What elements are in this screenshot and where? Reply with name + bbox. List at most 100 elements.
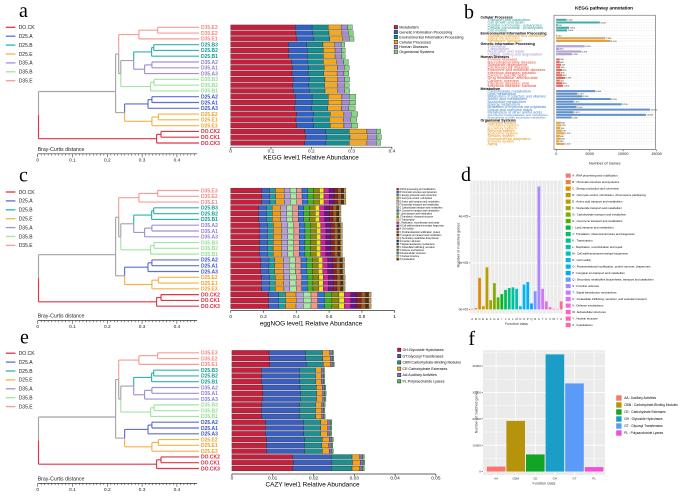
svg-text:B: B [475, 317, 477, 321]
svg-text:0.1: 0.1 [69, 487, 76, 493]
svg-text:PL : Polysaccharide Lyases: PL : Polysaccharide Lyases [624, 431, 663, 435]
svg-text:0: 0 [36, 487, 39, 493]
svg-text:DO.CK1: DO.CK1 [201, 298, 220, 304]
svg-text:20000: 20000 [472, 417, 481, 421]
svg-text:0.4: 0.4 [174, 487, 181, 493]
svg-text:L : Replication, recombination: L : Replication, recombination and repai… [572, 245, 622, 249]
svg-text:1,000: 1,000 [564, 86, 570, 88]
svg-text:Endocrine system: Endocrine system [488, 132, 518, 136]
svg-text:Q Secondary metabolites biosyn: Q Secondary metabolites biosynthesis [400, 237, 440, 240]
svg-text:D25.E3: D25.E3 [201, 123, 218, 129]
svg-text:CBM: CBM [512, 477, 519, 481]
svg-text:700: 700 [562, 65, 566, 67]
svg-text:D35.A1: D35.A1 [201, 66, 218, 72]
svg-text:Cellular Processes: Cellular Processes [481, 16, 513, 20]
svg-text:D25.E2: D25.E2 [201, 275, 218, 281]
svg-text:T: T [542, 317, 544, 321]
svg-text:D25.E2: D25.E2 [201, 437, 218, 443]
svg-text:640: 640 [561, 138, 565, 140]
svg-text:I: I [501, 317, 502, 321]
svg-text:L: L [512, 317, 514, 321]
svg-text:0.2: 0.2 [104, 324, 111, 330]
svg-text:GH:Glycoside Hydrolases: GH:Glycoside Hydrolases [403, 348, 444, 352]
svg-text:DO.CK3: DO.CK3 [201, 466, 220, 472]
svg-text:D25.A2: D25.A2 [201, 258, 218, 264]
svg-text:D: D [482, 317, 484, 321]
svg-text:0.3: 0.3 [139, 157, 146, 163]
svg-text:Circulatory system: Circulatory system [488, 124, 519, 128]
svg-text:D : Cell cycle control, cell d: D : Cell cycle control, cell division, c… [572, 193, 646, 197]
svg-text:Environmental adaptation: Environmental adaptation [488, 137, 531, 141]
svg-text:E : Amino acid transport and m: E : Amino acid transport and metabolism [572, 200, 623, 204]
svg-text:Y Nuclear structure: Y Nuclear structure [400, 255, 420, 258]
svg-text:Infectious diseases: bacterial: Infectious diseases: bacterial [488, 84, 537, 88]
svg-text:H : Coenzyme transport and met: H : Coenzyme transport and metabolism [572, 219, 623, 223]
svg-text:d: d [461, 164, 471, 186]
svg-text:0.3: 0.3 [348, 149, 355, 155]
svg-text:D35.B1: D35.B1 [201, 252, 218, 258]
svg-text:V : Defense mechanisms: V : Defense mechanisms [572, 304, 604, 308]
svg-text:Digestive system: Digestive system [488, 121, 517, 125]
svg-text:CBM : Carbohydrate-Binding Mod: CBM : Carbohydrate-Binding Modules [624, 403, 678, 407]
svg-text:O : Posttranslational modifica: O : Posttranslational modification, prot… [572, 265, 651, 269]
svg-text:Q: Q [530, 317, 533, 321]
svg-text:10000: 10000 [472, 443, 481, 447]
svg-text:8,130: 8,130 [611, 99, 617, 101]
svg-text:Excretory system: Excretory system [488, 126, 517, 130]
svg-text:1,220: 1,220 [565, 144, 571, 146]
svg-text:Genetic Information Processing: Genetic Information Processing [481, 42, 535, 46]
svg-text:D35.B2: D35.B2 [201, 246, 218, 252]
svg-text:D25.E: D25.E [19, 217, 34, 223]
svg-text:550: 550 [561, 128, 565, 130]
svg-text:D25.E3: D25.E3 [201, 449, 218, 455]
svg-text:430: 430 [560, 141, 564, 143]
svg-text:GT:Glycosyl Transferases: GT:Glycosyl Transferases [403, 354, 444, 358]
svg-text:Substance dependence: Substance dependence [488, 63, 528, 67]
svg-text:0.8: 0.8 [359, 314, 366, 320]
svg-text:O: O [523, 317, 526, 321]
svg-text:e: e [20, 327, 29, 349]
svg-text:490: 490 [560, 136, 564, 138]
svg-text:a: a [19, 0, 28, 22]
svg-text:D25.A: D25.A [19, 199, 34, 205]
svg-text:DO.CK: DO.CK [19, 190, 36, 196]
svg-text:D25.B1: D25.B1 [201, 54, 218, 60]
svg-text:D35.E3: D35.E3 [201, 188, 218, 194]
svg-text:Sensory system: Sensory system [488, 134, 515, 138]
svg-text:DO.CK2: DO.CK2 [201, 129, 220, 135]
svg-text:Metabolism of terpenoids and p: Metabolism of terpenoids and polyketides [488, 105, 547, 109]
svg-text:D35.A: D35.A [19, 61, 34, 67]
svg-text:Q : Secondary metabolites bios: Q : Secondary metabolites biosynthesis, … [572, 278, 654, 282]
svg-text:Transport and catabolism: Transport and catabolism [488, 18, 531, 22]
svg-text:D25.A3: D25.A3 [201, 432, 218, 438]
svg-text:Cell growth and death: Cell growth and death [488, 21, 525, 25]
svg-text:Metabolism: Metabolism [399, 26, 418, 30]
svg-text:Bray-Curtis distance: Bray-Curtis distance [38, 314, 85, 320]
svg-text:U Intracellular trafficking, s: U Intracellular trafficking, secretion [400, 246, 436, 249]
svg-text:0: 0 [229, 314, 232, 320]
svg-text:0.6: 0.6 [326, 314, 333, 320]
svg-text:D25.E1: D25.E1 [201, 118, 218, 124]
svg-text:0.2: 0.2 [104, 487, 111, 493]
svg-text:Membrane transport: Membrane transport [488, 39, 523, 43]
svg-text:L Replication, recombination a: L Replication, recombination and repair [400, 222, 440, 225]
svg-text:D35.E1: D35.E1 [201, 37, 218, 43]
svg-text:0.4: 0.4 [174, 157, 181, 163]
svg-text:0.02: 0.02 [309, 475, 319, 481]
svg-text:D35.A: D35.A [19, 387, 34, 393]
svg-text:P: P [527, 317, 529, 321]
svg-text:D35.E: D35.E [19, 404, 34, 410]
svg-text:D25.B2: D25.B2 [201, 211, 218, 217]
svg-text:Human Diseases: Human Diseases [481, 55, 510, 59]
svg-text:D35.E: D35.E [19, 79, 34, 85]
svg-text:DO.CK1: DO.CK1 [201, 461, 220, 467]
svg-text:0.04: 0.04 [390, 475, 400, 481]
svg-text:450: 450 [560, 49, 564, 51]
svg-text:15000: 15000 [651, 152, 662, 156]
svg-text:eggNOG level1 Relative Abundan: eggNOG level1 Relative Abundance [260, 320, 363, 327]
svg-text:T : Signal transduction mechan: T : Signal transduction mechanisms [572, 291, 617, 295]
svg-text:E: E [486, 317, 488, 321]
svg-text:14,000: 14,000 [651, 109, 658, 111]
svg-text:40000: 40000 [472, 364, 481, 368]
svg-text:DO.CK3: DO.CK3 [201, 304, 220, 310]
